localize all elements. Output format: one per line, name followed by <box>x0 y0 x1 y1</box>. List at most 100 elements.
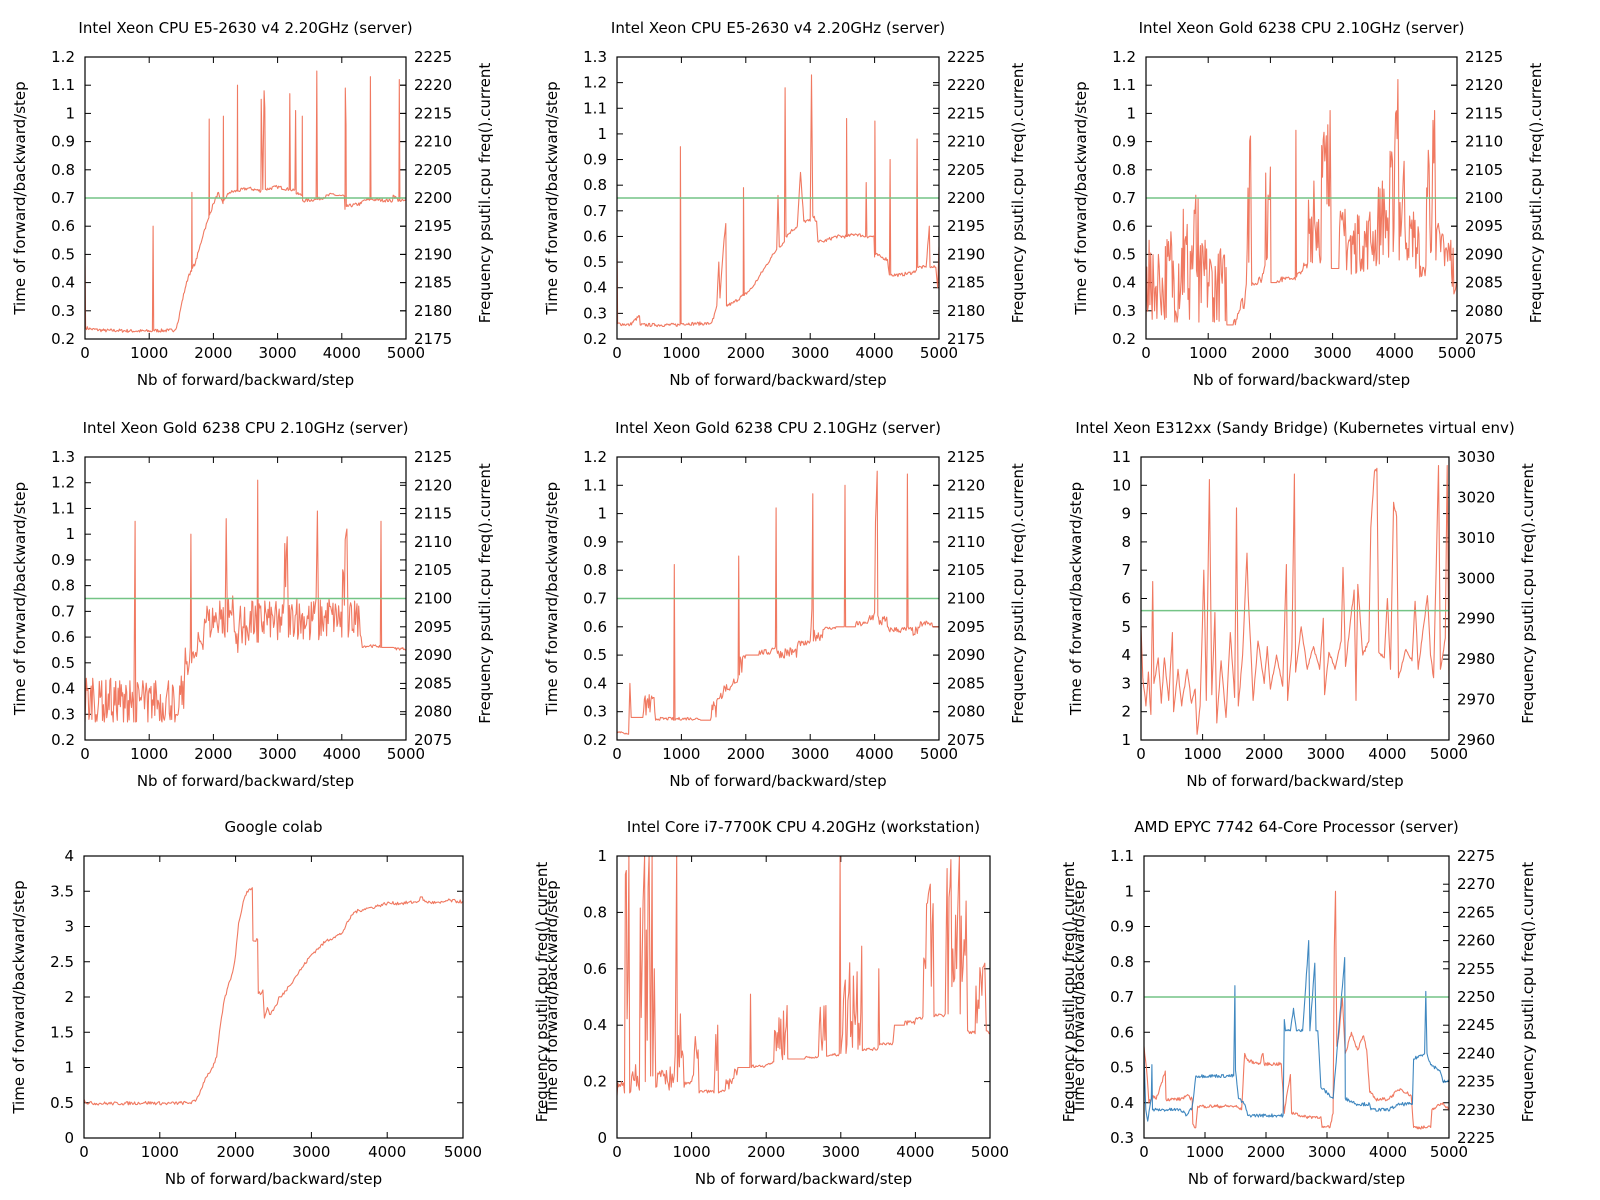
y2-axis-label: Frequency psutil.cpu freq().current <box>1060 862 1078 1123</box>
y2-axis-label: Frequency psutil.cpu freq().current <box>1519 463 1537 724</box>
y2-tick-label: 2100 <box>1465 189 1503 207</box>
x-tick-label: 1000 <box>1184 745 1222 763</box>
y2-tick-label: 2180 <box>414 302 452 320</box>
plot-area <box>1144 890 1449 1130</box>
y-tick-label: 1 <box>597 847 607 865</box>
y2-tick-label: 2215 <box>947 104 985 122</box>
y2-tick-label: 2105 <box>947 561 985 579</box>
x-tick-label: 4000 <box>1369 1143 1407 1161</box>
plot-frame <box>616 56 940 340</box>
y-tick-label: 7 <box>1121 561 1131 579</box>
y-tick-label: 9 <box>1121 505 1131 523</box>
chart-panel-7: Google colab 0 1000 2000 3000 4000 5000 0 0.5 1 1.… <box>10 818 551 1188</box>
x-axis-label: Nb of forward/backward/step <box>669 772 886 790</box>
y-tick-label: 1.1 <box>51 76 75 94</box>
y-tick-label: 4 <box>64 847 74 865</box>
y-tick-label: 0.4 <box>51 680 75 698</box>
x-axis-label: Nb of forward/backward/step <box>137 772 354 790</box>
y-tick-label: 0.4 <box>583 674 607 692</box>
y2-tick-label: 2125 <box>1465 48 1503 66</box>
x-tick-label: 2000 <box>727 745 765 763</box>
y2-axis-label: Frequency psutil.cpu freq().current <box>1527 63 1545 324</box>
y-tick-label: 0.3 <box>51 705 75 723</box>
y2-axis-label: Frequency psutil.cpu freq().current <box>1009 463 1027 724</box>
y-tick-label: 2 <box>64 988 74 1006</box>
x-axis-label: Nb of forward/backward/step <box>669 371 886 389</box>
x-tick-label: 5000 <box>971 1143 1009 1161</box>
y-tick-label: 0.6 <box>583 618 607 636</box>
x-tick-label: 2000 <box>217 1143 255 1161</box>
y-tick-label: 0.4 <box>1112 274 1136 292</box>
x-axis-label: Nb of forward/backward/step <box>165 1170 382 1188</box>
y-tick-label: 1.3 <box>51 448 75 466</box>
y-tick-label: 10 <box>1112 476 1131 494</box>
chart-panel-4: Intel Xeon Gold 6238 CPU 2.10GHz (server… <box>11 419 494 790</box>
plot-area <box>1141 464 1449 735</box>
y-tick-label: 5 <box>1121 618 1131 636</box>
y-tick-label: 1 <box>65 525 75 543</box>
y2-tick-label: 2225 <box>414 48 452 66</box>
y-tick-label: 0.2 <box>583 1073 607 1091</box>
y-tick-label: 3 <box>1121 674 1131 692</box>
x-tick-label: 0 <box>612 745 622 763</box>
y-tick-label: 1.2 <box>51 474 75 492</box>
x-tick-label: 4000 <box>1368 745 1406 763</box>
y-tick-label: 11 <box>1112 448 1131 466</box>
y2-tick-label: 2085 <box>1465 274 1503 292</box>
y2-tick-label: 2240 <box>1457 1044 1495 1062</box>
x-tick-label: 0 <box>1141 344 1151 362</box>
y2-tick-label: 2175 <box>947 330 985 348</box>
y-tick-label: 0.3 <box>1112 302 1136 320</box>
y2-tick-label: 2990 <box>1457 610 1495 628</box>
chart-panel-8: Intel Core i7-7700K CPU 4.20GHz (worksta… <box>543 818 1078 1188</box>
y-tick-label: 3.5 <box>50 882 74 900</box>
y-axis-label: Time of forward/backward/step <box>1067 482 1085 716</box>
y2-tick-label: 2090 <box>414 646 452 664</box>
y-axis-label: Time of forward/backward/step <box>1070 880 1088 1114</box>
y-tick-label: 0.9 <box>583 151 607 169</box>
y-tick-label: 0.6 <box>51 217 75 235</box>
x-tick-label: 0 <box>80 745 90 763</box>
y2-axis-label: Frequency psutil.cpu freq().current <box>1519 862 1537 1123</box>
y-tick-label: 6 <box>1121 590 1131 608</box>
y-tick-label: 1 <box>1126 104 1136 122</box>
y2-tick-label: 2185 <box>947 274 985 292</box>
y2-tick-label: 2095 <box>1465 217 1503 235</box>
y-tick-label: 0.3 <box>51 302 75 320</box>
y2-tick-label: 2085 <box>947 674 985 692</box>
y2-tick-label: 2260 <box>1457 932 1495 950</box>
y-tick-label: 3 <box>64 918 74 936</box>
y2-tick-label: 2190 <box>414 245 452 263</box>
x-axis-label: Nb of forward/backward/step <box>137 371 354 389</box>
time-series-line <box>85 479 406 723</box>
x-tick-label: 2000 <box>1245 745 1283 763</box>
x-tick-label: 4000 <box>368 1143 406 1161</box>
y2-tick-label: 2085 <box>414 674 452 692</box>
y2-tick-label: 2115 <box>1465 104 1503 122</box>
y2-tick-label: 2080 <box>414 703 452 721</box>
x-tick-label: 2000 <box>1247 1143 1285 1161</box>
y2-tick-label: 2265 <box>1457 903 1495 921</box>
chart-title: Intel Xeon Gold 6238 CPU 2.10GHz (server… <box>83 419 409 437</box>
chart-title: Google colab <box>225 818 323 836</box>
time-series-line <box>617 856 990 1096</box>
x-tick-label: 5000 <box>387 344 425 362</box>
y2-tick-label: 2080 <box>947 703 985 721</box>
y2-tick-label: 2200 <box>947 189 985 207</box>
x-tick-label: 3000 <box>1314 344 1352 362</box>
y-tick-label: 0.5 <box>583 253 607 271</box>
y-tick-label: 1 <box>1124 882 1134 900</box>
y2-tick-label: 2205 <box>414 161 452 179</box>
y2-tick-label: 2270 <box>1457 875 1495 893</box>
y-tick-label: 0.4 <box>51 274 75 292</box>
y2-tick-label: 2210 <box>414 133 452 151</box>
y2-tick-label: 2230 <box>1457 1101 1495 1119</box>
chart-title: Intel Xeon Gold 6238 CPU 2.10GHz (server… <box>1139 19 1465 37</box>
plot-frame <box>1143 855 1450 1139</box>
time-series-line <box>84 887 463 1106</box>
y2-tick-label: 2095 <box>414 618 452 636</box>
y2-tick-label: 2250 <box>1457 988 1495 1006</box>
y-tick-label: 0.8 <box>583 176 607 194</box>
y2-axis-label: Frequency psutil.cpu freq().current <box>533 862 551 1123</box>
y2-tick-label: 2960 <box>1457 731 1495 749</box>
